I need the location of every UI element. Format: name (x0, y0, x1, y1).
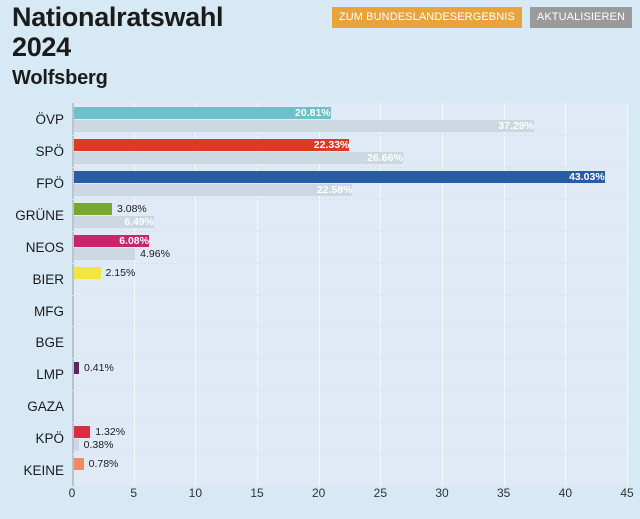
gridline-row-5 (72, 262, 629, 264)
gridline-row-1 (72, 134, 629, 136)
gridline-row-10 (72, 422, 629, 424)
page-header: Nationalratswahl 2024 Wolfsberg ZUM BUND… (0, 0, 640, 98)
axis-label-keine: KEINE (23, 463, 64, 479)
aktualisieren-button[interactable]: AKTUALISIEREN (529, 7, 632, 28)
bar-previous-spö[interactable] (74, 151, 403, 164)
bar-value-current-keine: 0.78% (88, 458, 119, 471)
x-tick-20: 20 (311, 486, 326, 500)
bar-value-current-bier: 2.15% (105, 266, 136, 279)
axis-label-fpö: FPÖ (36, 175, 64, 191)
bar-area: 22.58% 43.03% (74, 167, 629, 200)
axis-label-spö: SPÖ (35, 143, 64, 159)
bar-row: ÖVP 37.29% 20.81% (0, 103, 640, 136)
x-tick-15: 15 (250, 486, 264, 500)
x-axis: 0 5 10 15 20 25 30 35 40 45 (68, 486, 634, 506)
x-tick-10: 10 (188, 486, 203, 500)
gridline-row-7 (72, 326, 629, 328)
x-tick-35: 35 (496, 486, 511, 500)
bar-current-lmp[interactable] (74, 362, 80, 375)
x-tick-30: 30 (435, 486, 449, 500)
axis-label-bge: BGE (35, 335, 64, 351)
gridline-row-4 (72, 230, 629, 232)
bar-current-grüne[interactable] (74, 202, 112, 215)
bar-value-previous-övp: 37.29% (498, 120, 534, 132)
bar-area: 0.38% 1.32% (74, 422, 629, 455)
bar-value-current-spö: 22.33% (313, 138, 350, 151)
bar-value-previous-grüne: 6.49% (124, 215, 155, 228)
gridline-row-3 (72, 198, 629, 200)
bar-area: 6.49% 3.08% (74, 199, 629, 232)
title-block: Nationalratswahl 2024 Wolfsberg (12, 2, 312, 90)
bar-row: GRÜNE 6.49% 3.08% (0, 199, 640, 232)
bar-area: 4.96% 6.08% (74, 231, 629, 264)
bar-row: NEOS 4.96% 6.08% (0, 231, 640, 264)
bar-previous-kpö[interactable] (74, 439, 79, 452)
bar-area (74, 390, 629, 423)
page-subtitle-region: Wolfsberg (12, 67, 108, 89)
bar-row: MFG (0, 295, 640, 328)
bar-current-keine[interactable] (74, 458, 84, 471)
gridline-row-2 (72, 166, 629, 168)
axis-label-lmp: LMP (36, 367, 64, 383)
bar-row: KEINE 0.78% (0, 454, 640, 487)
bar-row: GAZA (0, 390, 640, 423)
gridline-row-8 (72, 358, 629, 360)
axis-label-grüne: GRÜNE (15, 207, 64, 223)
bar-value-previous-kpö: 0.38% (83, 439, 114, 452)
bar-value-current-neos: 6.08% (119, 234, 149, 247)
bar-row: BIER 2.15% (0, 263, 640, 296)
bar-current-fpö[interactable] (74, 170, 605, 183)
bar-area: 2.15% (74, 263, 629, 296)
bar-previous-fpö[interactable] (74, 183, 353, 196)
bar-value-current-lmp: 0.41% (84, 362, 114, 375)
header-button-group: ZUM BUNDESLANDESERGEBNIS AKTUALISIEREN (331, 7, 632, 28)
bar-current-spö[interactable] (74, 138, 350, 151)
gridline-row-6 (72, 294, 629, 296)
bar-row: KPÖ 0.38% 1.32% (0, 422, 640, 455)
bar-previous-neos[interactable] (74, 247, 136, 260)
axis-label-bier: BIER (32, 271, 64, 287)
axis-label-kpö: KPÖ (35, 431, 64, 447)
axis-label-neos: NEOS (25, 239, 64, 255)
bar-value-current-kpö: 1.32% (95, 426, 126, 439)
chart-panel (0, 98, 640, 519)
bar-value-current-övp: 20.81% (295, 107, 331, 119)
bar-row: BGE (0, 326, 640, 359)
bar-value-previous-spö: 26.66% (367, 151, 403, 164)
bar-current-neos[interactable] (74, 234, 149, 247)
axis-label-övp: ÖVP (35, 112, 64, 127)
bar-previous-grüne[interactable] (74, 215, 155, 228)
page-title-line1: Nationalratswahl (12, 2, 224, 32)
bar-value-current-fpö: 43.03% (569, 170, 605, 183)
x-tick-5: 5 (130, 486, 137, 500)
axis-label-mfg: MFG (34, 303, 64, 319)
page-title-line2: 2024 (12, 32, 71, 62)
bar-value-current-grüne: 3.08% (116, 202, 147, 215)
bar-current-kpö[interactable] (74, 426, 91, 439)
zum-bundeslandesergebnis-button[interactable]: ZUM BUNDESLANDESERGEBNIS (331, 7, 522, 28)
x-tick-25: 25 (373, 486, 388, 500)
bar-row: SPÖ 26.66% 22.33% (0, 135, 640, 168)
bar-area: 37.29% 20.81% (74, 103, 629, 136)
bar-current-övp[interactable] (74, 107, 331, 119)
bar-row: LMP 0.41% (0, 358, 640, 391)
bar-previous-övp[interactable] (74, 120, 534, 132)
plot-background (72, 103, 629, 486)
bar-area (74, 326, 629, 359)
bar-value-previous-neos: 4.96% (140, 247, 170, 260)
bar-area: 26.66% 22.33% (74, 135, 629, 168)
axis-label-gaza: GAZA (27, 399, 64, 415)
bar-row: FPÖ 22.58% 43.03% (0, 167, 640, 200)
gridline-row-9 (72, 390, 629, 392)
x-tick-40: 40 (558, 486, 573, 500)
bar-current-bier[interactable] (74, 266, 101, 279)
bar-value-previous-fpö: 22.58% (316, 183, 353, 196)
bar-area: 0.41% (74, 358, 629, 391)
gridline-row-11 (72, 454, 629, 456)
bar-area: 0.78% (74, 454, 629, 487)
x-tick-0: 0 (68, 486, 76, 500)
bar-area (74, 295, 629, 328)
x-tick-45: 45 (620, 486, 634, 500)
bar-rows-container: ÖVP 37.29% 20.81% SPÖ 26.66% 22.33% FPÖ 22.58% 4… (0, 98, 640, 481)
